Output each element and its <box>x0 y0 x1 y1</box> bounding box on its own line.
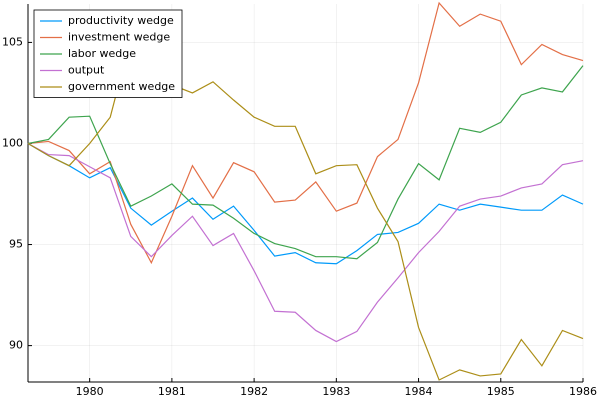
legend-label: output <box>68 64 105 77</box>
x-tick-label: 1986 <box>569 385 597 398</box>
x-tick-label: 1984 <box>405 385 433 398</box>
x-tick-label: 1985 <box>487 385 515 398</box>
y-tick-label: 90 <box>9 339 23 352</box>
series-line <box>27 142 584 343</box>
y-tick-label: 95 <box>9 238 23 251</box>
x-tick-label: 1981 <box>158 385 186 398</box>
legend-label: productivity wedge <box>68 14 174 27</box>
legend-label: investment wedge <box>68 31 170 44</box>
series-line <box>27 1 584 265</box>
x-tick-label: 1983 <box>322 385 350 398</box>
legend-label: government wedge <box>68 80 175 93</box>
y-tick-label: 105 <box>2 35 23 48</box>
series-line <box>27 65 584 260</box>
x-tick-label: 1982 <box>240 385 268 398</box>
x-tick-label: 1980 <box>76 385 104 398</box>
y-tick-label: 100 <box>2 136 23 149</box>
legend: productivity wedge investment wedge labor … <box>33 9 183 98</box>
legend-label: labor wedge <box>68 47 136 60</box>
series-line <box>27 142 584 265</box>
